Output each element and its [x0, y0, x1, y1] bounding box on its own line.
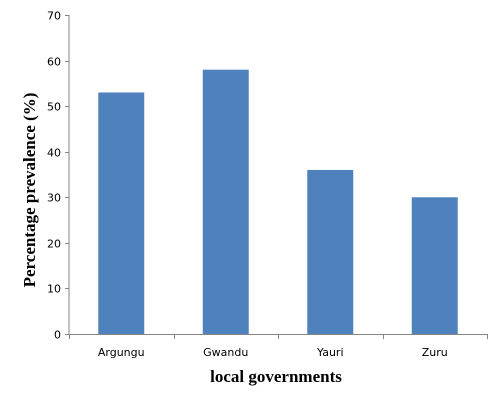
x-tick-label: Gwandu [203, 346, 248, 359]
y-axis: 0 10 20 30 40 50 60 70 [47, 10, 70, 342]
bar-argungu [98, 92, 145, 334]
bars [98, 69, 458, 334]
y-tick-label: 30 [47, 192, 61, 205]
x-tick-label: Zuru [422, 346, 448, 359]
y-tick-label: 0 [54, 329, 61, 342]
y-axis-title: Percentage prevalence (%) [20, 93, 39, 288]
x-tick-label: Argungu [98, 346, 145, 359]
bar-zuru [411, 197, 458, 334]
y-tick-label: 70 [47, 10, 61, 23]
bar-yauri [307, 169, 354, 334]
x-axis-title: local governments [210, 367, 342, 386]
y-tick-label: 40 [47, 147, 61, 160]
x-axis: Argungu Gwandu Yauri Zuru [69, 334, 488, 359]
y-tick-label: 60 [47, 56, 61, 69]
y-tick-label: 20 [47, 238, 61, 251]
x-tick-label: Yauri [316, 346, 344, 359]
y-tick-label: 10 [47, 283, 61, 296]
bar-gwandu [202, 69, 249, 334]
y-tick-label: 50 [47, 101, 61, 114]
